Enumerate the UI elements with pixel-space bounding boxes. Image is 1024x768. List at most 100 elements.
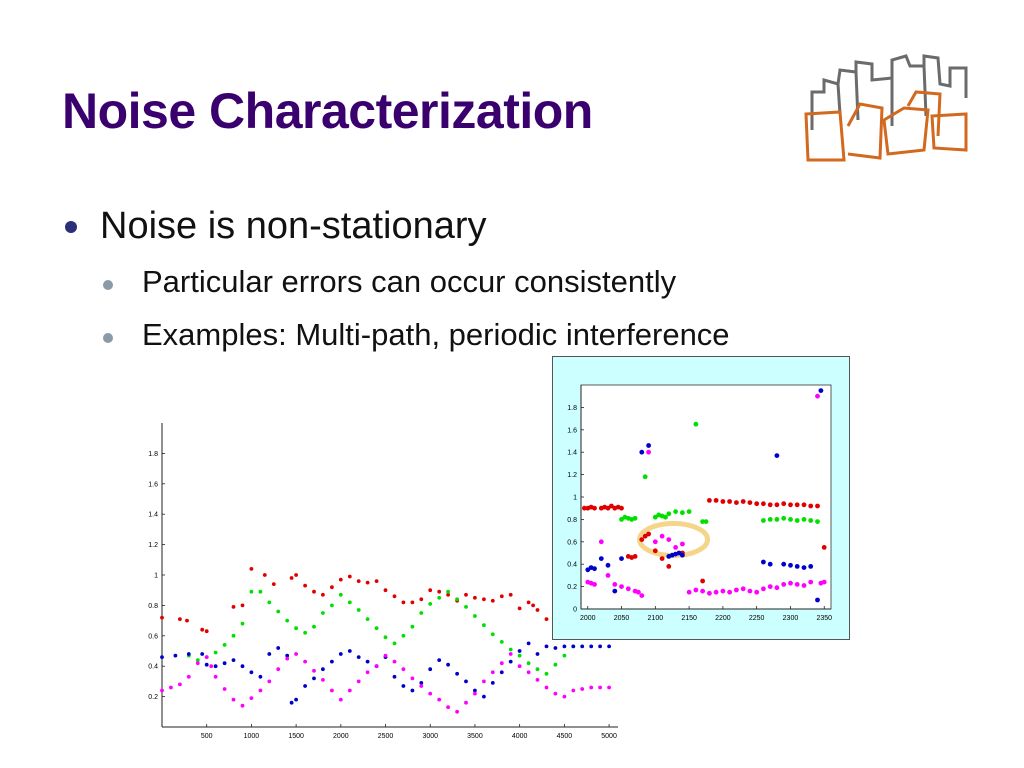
- red-point: [794, 502, 800, 508]
- magenta-point: [419, 684, 424, 688]
- magenta-point: [285, 656, 290, 661]
- x-tick-label: 2500: [378, 733, 394, 740]
- red-point: [200, 627, 205, 632]
- green-point: [499, 640, 504, 644]
- blue-point: [580, 644, 585, 649]
- round-bullet-icon: [103, 333, 113, 343]
- red-point: [707, 498, 712, 503]
- magenta-point: [801, 583, 807, 588]
- blue-point: [303, 684, 307, 688]
- inset-scatter-plot: 0 0.2 0.4 0.6 0.8 1 1.2 1.4 1.6 1.8 2000 2050 2100 21…: [567, 384, 832, 622]
- green-point: [258, 589, 263, 594]
- magenta-point: [544, 685, 549, 690]
- magenta-point: [204, 655, 209, 659]
- red-point: [392, 594, 397, 599]
- red-point: [160, 615, 164, 620]
- x-tick-label: 2100: [648, 615, 664, 622]
- y-tick-label: 1.2: [567, 472, 577, 479]
- green-point: [666, 511, 672, 517]
- blue-point: [473, 688, 477, 693]
- red-point: [747, 500, 753, 505]
- red-point: [666, 564, 672, 569]
- red-point: [652, 548, 658, 554]
- green-point: [249, 589, 254, 594]
- y-tick-label: 1.8: [567, 405, 577, 412]
- green-point: [693, 421, 699, 427]
- green-point: [663, 514, 668, 520]
- x-tick-label: 2200: [715, 615, 731, 622]
- magenta-point: [592, 582, 597, 587]
- green-point: [383, 635, 388, 640]
- red-point: [605, 505, 611, 511]
- slide-title: Noise Characterization: [62, 83, 593, 139]
- magenta-point: [490, 670, 495, 675]
- blue-point: [347, 649, 352, 653]
- red-point: [767, 502, 773, 508]
- x-tick-label: 2250: [749, 615, 765, 622]
- magenta-point: [446, 705, 450, 710]
- red-point: [347, 574, 352, 579]
- green-point: [446, 589, 450, 594]
- blue-point: [535, 652, 540, 656]
- magenta-point: [571, 688, 576, 693]
- magenta-point: [401, 667, 406, 672]
- blue-point: [160, 655, 164, 659]
- magenta-point: [374, 664, 379, 669]
- red-point: [365, 580, 370, 585]
- building-outline-logo: [804, 54, 968, 162]
- magenta-point: [437, 697, 442, 702]
- x-tick-label: 2000: [580, 615, 596, 622]
- blue-point: [676, 550, 682, 556]
- y-tick-label: 1.4: [148, 512, 158, 519]
- blue-point: [338, 652, 343, 656]
- y-tick-label: 1.4: [567, 450, 577, 457]
- x-tick-label: 1500: [288, 733, 304, 740]
- magenta-point: [267, 679, 272, 684]
- magenta-point: [258, 688, 263, 693]
- magenta-point: [240, 703, 245, 708]
- magenta-point: [464, 700, 468, 705]
- green-point: [642, 474, 648, 480]
- magenta-point: [330, 688, 334, 693]
- red-point: [632, 554, 638, 559]
- blue-point: [200, 652, 205, 656]
- green-point: [794, 518, 800, 523]
- magenta-point: [781, 582, 787, 587]
- red-point: [262, 573, 267, 577]
- green-point: [619, 517, 624, 522]
- blue-point: [592, 566, 597, 572]
- green-point: [365, 617, 370, 621]
- red-point: [374, 579, 379, 583]
- blue-point: [285, 653, 290, 658]
- magenta-point: [598, 539, 604, 545]
- blue-point: [508, 659, 513, 664]
- magenta-point: [347, 688, 352, 693]
- green-point: [774, 517, 780, 522]
- red-point: [231, 605, 236, 609]
- green-point: [508, 647, 513, 652]
- red-point: [446, 592, 450, 597]
- magenta-point: [303, 659, 307, 664]
- blue-point: [619, 556, 624, 561]
- magenta-point: [767, 584, 773, 589]
- blue-point: [312, 676, 316, 681]
- red-point: [544, 617, 549, 621]
- magenta-point: [535, 678, 540, 682]
- magenta-point: [186, 674, 191, 679]
- x-tick-label: 2350: [816, 615, 832, 622]
- green-point: [321, 611, 325, 615]
- green-point: [356, 608, 361, 612]
- magenta-point: [808, 579, 814, 585]
- green-point: [632, 515, 638, 521]
- magenta-point: [636, 589, 641, 595]
- blue-point: [526, 641, 531, 646]
- green-point: [231, 633, 236, 638]
- green-point: [781, 515, 787, 521]
- green-point: [703, 519, 709, 524]
- magenta-point: [788, 580, 793, 586]
- x-tick-label: 500: [201, 733, 213, 740]
- y-tick-label: 0.2: [148, 694, 158, 701]
- blue-point: [321, 667, 325, 672]
- red-point: [240, 603, 245, 608]
- blue-point: [598, 644, 602, 649]
